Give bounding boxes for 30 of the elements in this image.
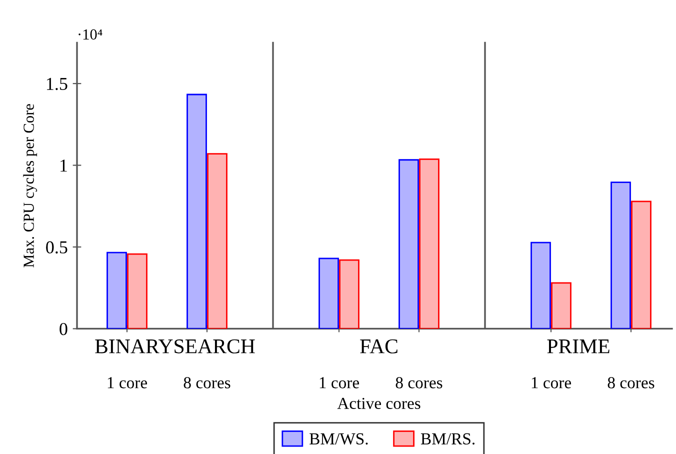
text: BINARYSEARCH [95, 339, 255, 354]
bar [610, 182, 631, 329]
bar [551, 282, 572, 329]
bar [339, 259, 360, 329]
x-tick-label: 8 cores [608, 377, 654, 388]
bar [318, 258, 339, 329]
bar [127, 253, 148, 329]
bar [186, 94, 207, 329]
x-tick-label: 8 cores [396, 377, 442, 388]
bar [419, 158, 440, 329]
y-tick-label: 1.5 [46, 78, 68, 90]
text: ·10⁴ [78, 29, 102, 40]
bar [207, 153, 228, 329]
bar [631, 200, 652, 329]
bar [398, 159, 419, 329]
y-tick-label: 0 [60, 322, 68, 336]
legend-label: BM/RS. [420, 433, 474, 445]
text: FAC [360, 339, 398, 354]
y-tick-label: 1 [60, 160, 67, 172]
x-tick-label: 1 core [108, 377, 148, 388]
x-tick-label: 1 core [320, 377, 360, 388]
x-tick-label: 1 core [532, 377, 572, 388]
y-axis-title: Max. CPU cycles per Core [23, 104, 38, 268]
x-tick-label: 8 cores [184, 377, 230, 388]
x-axis-title: Active cores [337, 398, 420, 410]
bar [530, 242, 551, 329]
text: PRIME [547, 340, 610, 354]
y-tick-label: 0.5 [46, 241, 68, 254]
bar [106, 252, 127, 329]
legend-label: BM/WS. [310, 433, 368, 445]
